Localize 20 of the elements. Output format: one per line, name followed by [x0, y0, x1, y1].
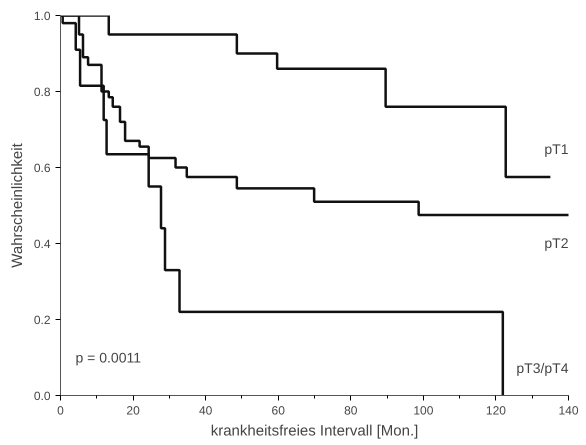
- x-tick-label: 80: [344, 404, 358, 418]
- y-tick-label: 1.0: [34, 9, 51, 23]
- x-tick-label: 0: [57, 404, 64, 418]
- x-tick-label: 120: [486, 404, 506, 418]
- y-tick-label: 0.8: [34, 85, 51, 99]
- x-tick-label: 100: [413, 404, 434, 418]
- annotation: p = 0.0011: [76, 350, 142, 366]
- y-axis-title: Wahrscheinlichkeit: [8, 142, 26, 268]
- series-label: pT3/pT4: [516, 360, 569, 376]
- x-tick-label: 140: [558, 404, 579, 418]
- x-tick-label: 60: [272, 404, 286, 418]
- y-tick-label: 0.6: [34, 161, 51, 175]
- series-label: pT2: [544, 235, 569, 251]
- x-tick-label: 40: [198, 404, 213, 418]
- x-tick-label: 20: [126, 404, 140, 418]
- x-axis-title: krankheitsfreies Intervall [Mon.]: [210, 422, 418, 440]
- y-tick-label: 0.4: [34, 237, 51, 251]
- series-label: pT1: [544, 141, 569, 157]
- y-tick-label: 0.0: [34, 389, 51, 403]
- y-tick-label: 0.2: [34, 313, 51, 327]
